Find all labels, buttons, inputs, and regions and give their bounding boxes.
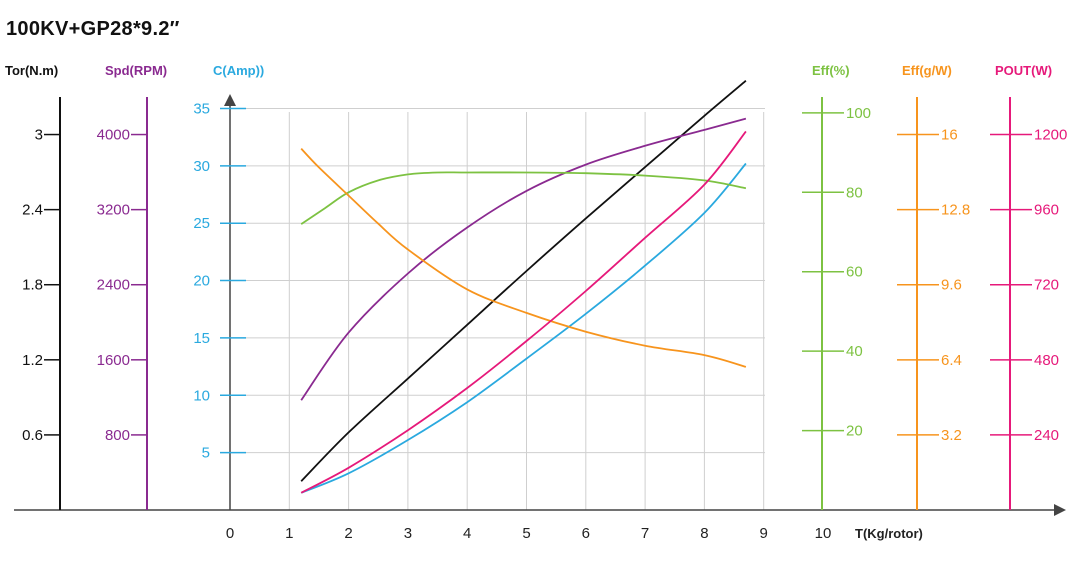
plot-grid — [230, 107, 765, 510]
tick-label-spd: 3200 — [97, 202, 130, 219]
series-line-pout — [300, 130, 747, 494]
tick-label-effg: 16 — [941, 127, 958, 144]
x-tick-label: 1 — [285, 525, 293, 542]
tick-label-pout: 960 — [1034, 202, 1059, 219]
tick-label-c: 35 — [193, 100, 210, 117]
tick-label-eff: 40 — [846, 343, 863, 360]
tick-label-eff: 20 — [846, 423, 863, 440]
tick-label-spd: 1600 — [97, 352, 130, 369]
tick-label-effg: 6.4 — [941, 352, 962, 369]
axis-title-effg: Eff(g/W) — [902, 63, 952, 78]
x-tick-label: 5 — [522, 525, 530, 542]
series-layer — [300, 80, 747, 494]
tick-label-eff: 60 — [846, 264, 863, 281]
tick-label-tor: 1.2 — [22, 352, 43, 369]
x-tick-label: 2 — [344, 525, 352, 542]
x-tick-label: 8 — [700, 525, 708, 542]
tick-label-tor: 0.6 — [22, 427, 43, 444]
axis-title-eff: Eff(%) — [812, 63, 850, 78]
axis-title-c: C(Amp)) — [213, 63, 264, 78]
series-line-tor — [300, 80, 747, 482]
x-tick-label: 0 — [226, 525, 234, 542]
tick-label-pout: 240 — [1034, 427, 1059, 444]
x-tick-label: 9 — [760, 525, 768, 542]
series-line-effg — [300, 147, 747, 368]
tick-label-spd: 4000 — [97, 127, 130, 144]
series-line-c — [300, 162, 747, 494]
tick-label-c: 10 — [193, 387, 210, 404]
tick-label-c: 5 — [202, 445, 210, 462]
axis-title-spd: Spd(RPM) — [105, 63, 167, 78]
tick-label-c: 15 — [193, 330, 210, 347]
x-axis-label: T(Kg/rotor) — [855, 526, 923, 541]
x-axis-arrow — [1054, 504, 1066, 516]
axis-title-pout: POUT(W) — [995, 63, 1052, 78]
x-tick-label: 7 — [641, 525, 649, 542]
labels-layer: 0 1 2 3 4 5 6 7 8 9 10 T(Kg/rotor) Tor(N.m) 0.6 1.2 1.8… — [5, 63, 1067, 542]
series-line-eff — [300, 171, 747, 225]
tick-label-effg: 9.6 — [941, 277, 962, 294]
series-line-spd — [300, 117, 747, 401]
x-tick-label: 4 — [463, 525, 471, 542]
tick-label-tor: 3 — [35, 127, 43, 144]
tick-label-eff: 100 — [846, 105, 871, 122]
c-axis-arrow — [224, 94, 236, 106]
x-tick-label: 10 — [815, 525, 832, 542]
tick-label-effg: 12.8 — [941, 202, 970, 219]
x-tick-label: 3 — [404, 525, 412, 542]
axes-layer — [14, 94, 1066, 516]
tick-label-c: 30 — [193, 158, 210, 175]
tick-label-pout: 1200 — [1034, 127, 1067, 144]
tick-label-spd: 2400 — [97, 277, 130, 294]
tick-label-tor: 1.8 — [22, 277, 43, 294]
x-tick-label: 6 — [582, 525, 590, 542]
tick-label-effg: 3.2 — [941, 427, 962, 444]
tick-label-c: 20 — [193, 273, 210, 290]
axis-title-tor: Tor(N.m) — [5, 63, 58, 78]
tick-label-pout: 720 — [1034, 277, 1059, 294]
tick-label-spd: 800 — [105, 427, 130, 444]
tick-label-pout: 480 — [1034, 352, 1059, 369]
tick-label-tor: 2.4 — [22, 202, 43, 219]
tick-label-c: 25 — [193, 215, 210, 232]
chart-title: 100KV+GP28*9.2″ — [6, 18, 180, 40]
tick-label-eff: 80 — [846, 184, 863, 201]
